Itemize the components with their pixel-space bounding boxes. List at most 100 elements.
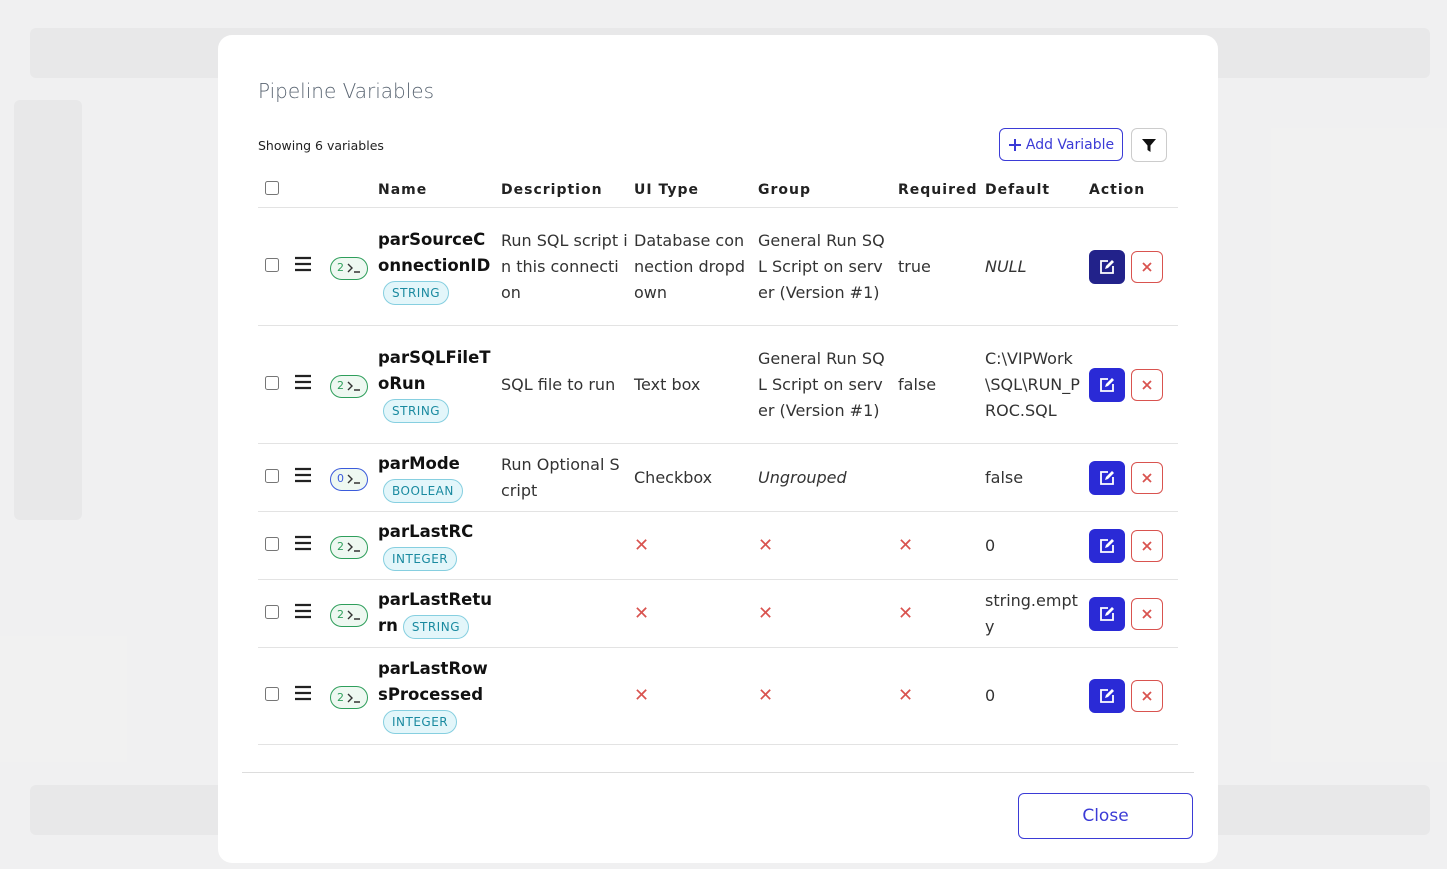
name-cell: parLastRowsProcessed INTEGER (378, 647, 501, 745)
default-value: false (985, 467, 1024, 487)
edit-icon (1100, 606, 1114, 621)
edit-icon (1100, 538, 1114, 553)
edit-button[interactable] (1089, 460, 1125, 495)
ui-type-cell: Checkbox (634, 443, 758, 512)
close-button[interactable]: Close (1018, 793, 1193, 839)
required-cell: ✕ (898, 579, 985, 648)
modal-title: Pipeline Variables (258, 79, 435, 103)
checkbox-cell (258, 647, 294, 745)
default-cell: NULL (985, 207, 1089, 326)
group-cell: ✕ (758, 511, 898, 580)
drag-handle[interactable] (294, 685, 312, 701)
group-cell: Ungrouped (758, 443, 898, 512)
column-header: Action (1089, 173, 1178, 208)
delete-button[interactable] (1131, 461, 1163, 494)
drag-handle[interactable] (294, 256, 312, 272)
default-value: 0 (985, 686, 996, 705)
column-header: Required (898, 173, 985, 208)
column-header: Description (501, 173, 634, 208)
index-badge: 2 (330, 256, 368, 280)
badge-cell: 2 (330, 579, 378, 648)
edit-button[interactable] (1089, 249, 1125, 284)
default-value: string.empty (985, 590, 1078, 636)
name-cell: parSourceConnectionID STRING (378, 207, 501, 326)
missing-icon: ✕ (898, 602, 914, 624)
edit-icon (1100, 377, 1114, 392)
column-header: UI Type (634, 173, 758, 208)
row-checkbox[interactable] (265, 468, 279, 483)
ui-type-cell: Database connection dropdown (634, 207, 758, 326)
filter-button[interactable] (1131, 128, 1167, 162)
group-cell: General Run SQL Script on server (Versio… (758, 207, 898, 326)
action-cell (1089, 325, 1178, 444)
badge-cell: 2 (330, 511, 378, 580)
terminal-icon (347, 474, 360, 484)
default-cell: 0 (985, 511, 1089, 580)
group-cell: General Run SQL Script on server (Versio… (758, 325, 898, 444)
delete-icon (1142, 472, 1152, 483)
add-variable-button[interactable]: Add Variable (999, 128, 1123, 161)
drag-handle[interactable] (294, 535, 312, 551)
ui-type-cell: Text box (634, 325, 758, 444)
terminal-icon (347, 610, 360, 620)
drag-handle[interactable] (294, 603, 312, 619)
type-pill: INTEGER (383, 710, 458, 734)
delete-button[interactable] (1131, 597, 1163, 630)
table-body: 2 parSourceConnectionID STRING Run SQL scri… (258, 207, 1178, 745)
required: false (898, 374, 937, 394)
required-cell: true (898, 207, 985, 326)
column-header: Group (758, 173, 898, 208)
type-pill: STRING (383, 398, 450, 423)
group-cell: ✕ (758, 579, 898, 648)
default-cell: string.empty (985, 579, 1089, 648)
required: true (898, 256, 931, 276)
row-checkbox[interactable] (265, 536, 279, 551)
row-checkbox[interactable] (265, 687, 279, 701)
drag-handle[interactable] (294, 467, 312, 483)
edit-icon (1100, 689, 1114, 703)
action-cell (1089, 511, 1178, 580)
type-pill: BOOLEAN (383, 478, 463, 503)
index-badge: 2 (330, 603, 368, 627)
delete-button[interactable] (1131, 529, 1163, 562)
required-cell: ✕ (898, 511, 985, 580)
edit-button[interactable] (1089, 367, 1125, 402)
row-checkbox[interactable] (265, 375, 279, 390)
header-blank (330, 173, 378, 208)
action-cell (1089, 647, 1178, 745)
terminal-icon (347, 542, 360, 552)
missing-icon: ✕ (898, 685, 914, 706)
badge-count: 2 (337, 690, 344, 704)
delete-icon (1142, 691, 1152, 701)
description-cell: Run Optional Script (501, 443, 634, 512)
variable-name: parMode (378, 453, 460, 473)
index-badge: 2 (330, 535, 368, 559)
variable-name: parLastRC (378, 521, 474, 541)
select-all[interactable] (265, 181, 279, 195)
badge-cell: 2 (330, 647, 378, 745)
delete-icon (1142, 608, 1152, 619)
name-cell: parLastReturn STRING (378, 579, 501, 648)
edit-button[interactable] (1089, 679, 1125, 713)
edit-button[interactable] (1089, 596, 1125, 631)
delete-button[interactable] (1131, 368, 1163, 401)
missing-icon: ✕ (898, 534, 914, 556)
group-cell: ✕ (758, 647, 898, 745)
ui-type-cell: ✕ (634, 511, 758, 580)
column-header: Default (985, 173, 1089, 208)
default-cell: C:\VIPWork\SQL\RUN_PROC.SQL (985, 325, 1089, 444)
edit-button[interactable] (1089, 528, 1125, 563)
row-checkbox[interactable] (265, 604, 279, 619)
ui-type-cell: ✕ (634, 647, 758, 745)
delete-button[interactable] (1131, 250, 1163, 283)
row-checkbox[interactable] (265, 257, 279, 272)
plus-icon (1008, 138, 1021, 151)
default-cell: 0 (985, 647, 1089, 745)
drag-handle[interactable] (294, 374, 312, 390)
delete-button[interactable] (1131, 680, 1163, 712)
action-cell (1089, 579, 1178, 648)
variable-name: parSQLFileToRun (378, 347, 491, 393)
missing-icon: ✕ (634, 534, 650, 556)
variable-name: parLastRowsProcessed (378, 659, 488, 704)
delete-icon (1142, 261, 1152, 272)
